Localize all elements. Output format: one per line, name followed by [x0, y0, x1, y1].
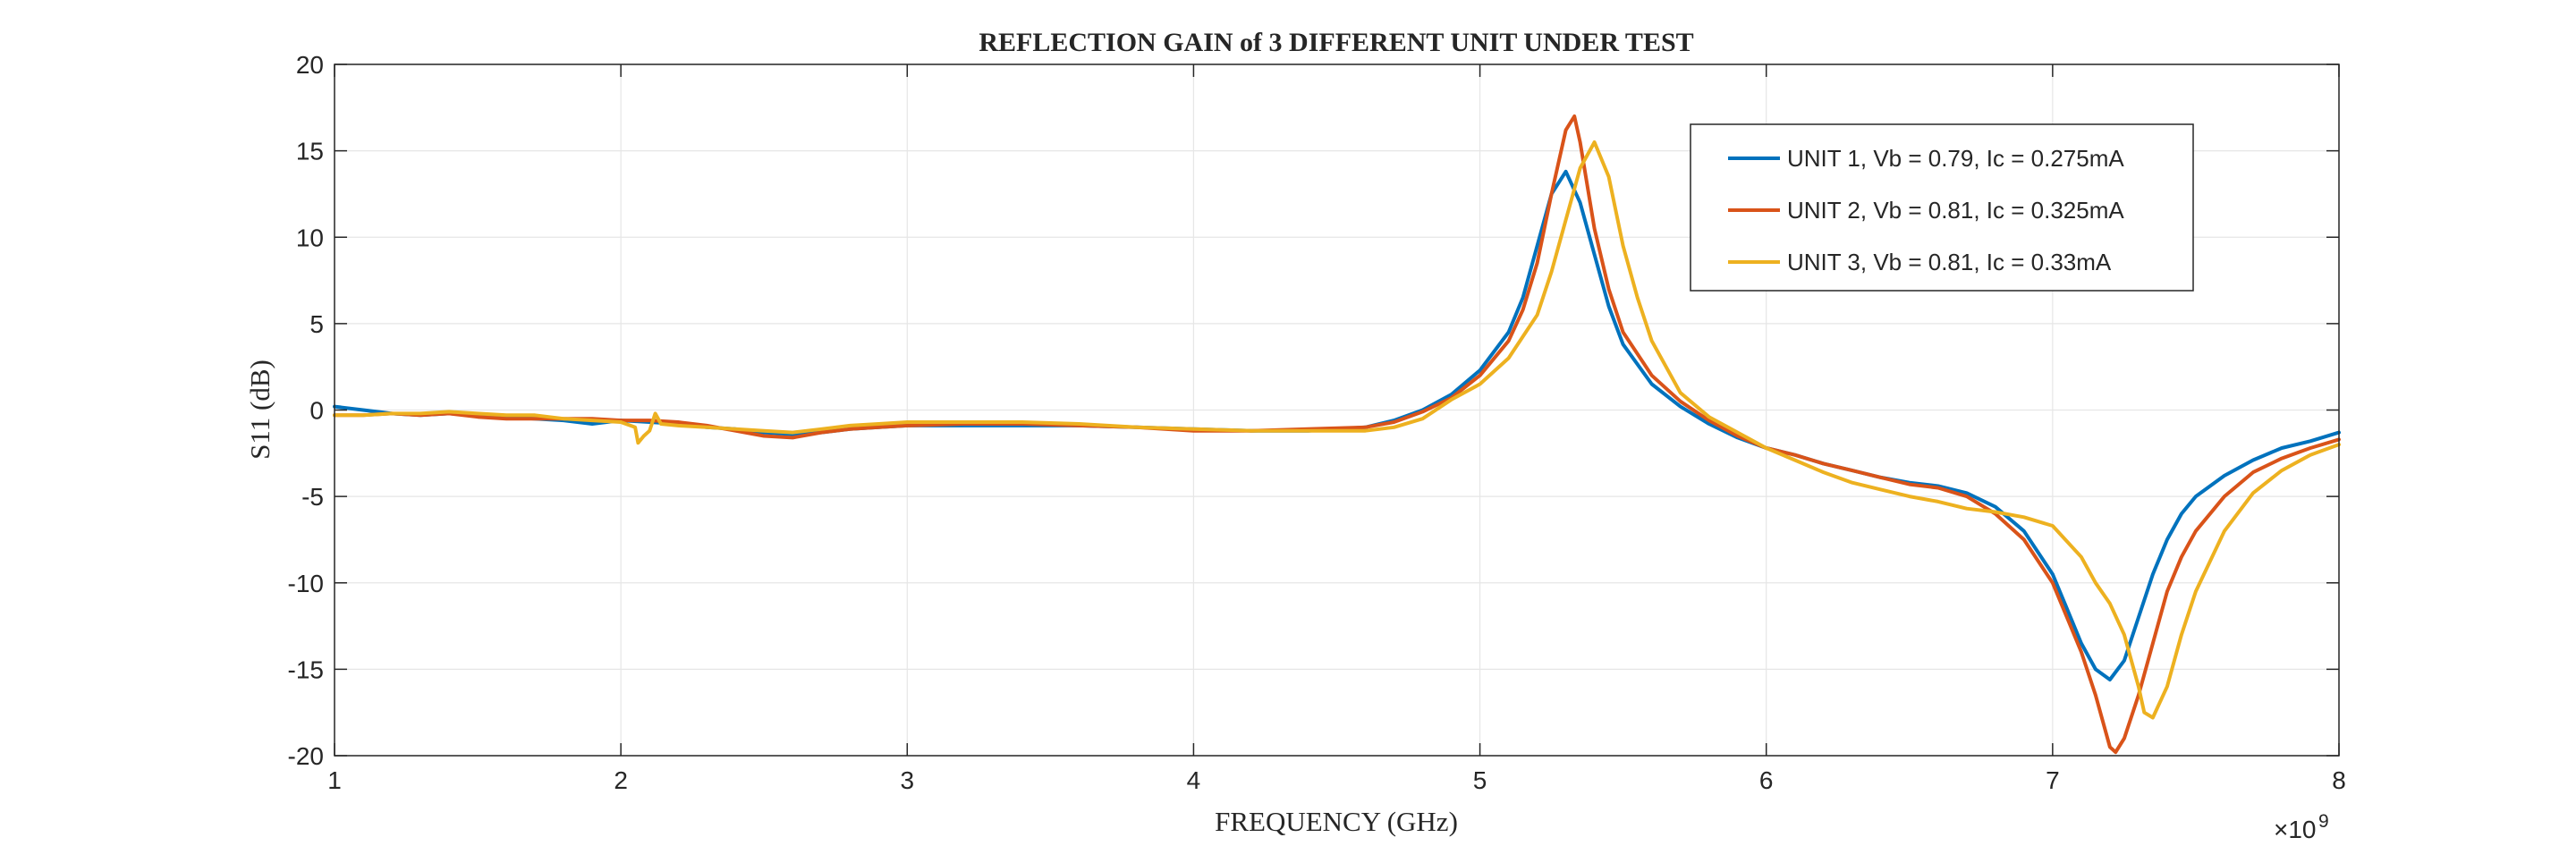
x-tick-label: 8 — [2332, 766, 2346, 794]
y-tick-label: 15 — [296, 138, 324, 165]
y-tick-label: -15 — [288, 656, 324, 683]
y-tick-label: 20 — [296, 51, 324, 79]
x-tick-label: 2 — [614, 766, 628, 794]
axis-ticks: 1 2 3 4 5 6 7 8 20 15 10 5 0 -5 -10 -15 -20 — [288, 51, 2346, 794]
x-tick-label: 6 — [1759, 766, 1774, 794]
x-tick-label: 4 — [1187, 766, 1201, 794]
y-tick-label: 0 — [309, 397, 324, 425]
x-axis-exponent-base: ×10 — [2274, 816, 2317, 843]
x-tick-label: 1 — [327, 766, 342, 794]
series-lines — [333, 114, 2341, 755]
x-tick-label: 5 — [1473, 766, 1487, 794]
legend-label-unit-2: UNIT 2, Vb = 0.81, Ic = 0.325mA — [1787, 197, 2124, 224]
y-tick-label: -20 — [288, 742, 324, 770]
y-tick-label: 10 — [296, 224, 324, 251]
x-tick-label: 7 — [2046, 766, 2060, 794]
chart-title: REFLECTION GAIN of 3 DIFFERENT UNIT UNDE… — [979, 28, 1693, 57]
y-axis-label: S11 (dB) — [244, 360, 275, 460]
legend: UNIT 1, Vb = 0.79, Ic = 0.275mA UNIT 2, V… — [1690, 123, 2194, 292]
legend-label-unit-1: UNIT 1, Vb = 0.79, Ic = 0.275mA — [1787, 145, 2124, 172]
x-axis-label: FREQUENCY (GHz) — [1215, 806, 1458, 837]
y-tick-label: -5 — [301, 483, 324, 511]
y-tick-label: 5 — [309, 310, 324, 338]
x-axis-exponent-power: 9 — [2318, 811, 2329, 832]
legend-label-unit-3: UNIT 3, Vb = 0.81, Ic = 0.33mA — [1787, 249, 2112, 275]
x-tick-label: 3 — [900, 766, 914, 794]
series-line-unit-2 — [333, 114, 2341, 755]
x-axis-exponent: ×10 9 — [2274, 811, 2329, 843]
series-line-unit-3 — [333, 140, 2341, 720]
y-tick-label: -10 — [288, 570, 324, 597]
